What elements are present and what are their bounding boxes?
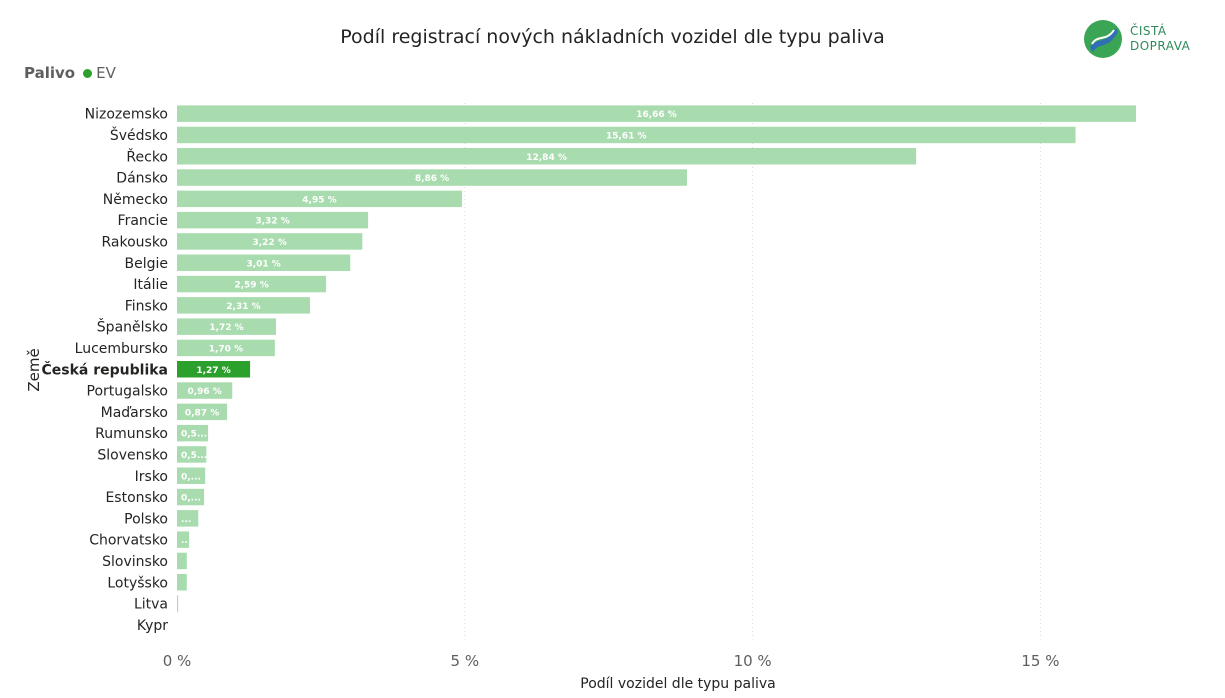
data-label: 1,70 % [209,344,243,354]
category-label: Slovensko [97,447,168,463]
category-label: Itálie [133,277,168,293]
bar[interactable] [177,169,688,186]
category-label: Slovinsko [102,554,168,570]
category-label: Česká republika [42,360,169,378]
data-label: 4,95 % [302,195,336,205]
data-label: 16,66 % [636,110,677,120]
category-label: Rumunsko [95,426,168,442]
bar[interactable] [177,446,207,463]
data-label: 3,22 % [252,238,286,248]
bar[interactable] [177,488,205,506]
category-label: Chorvatsko [89,533,168,549]
data-label: 0,... [181,472,201,482]
data-label: 0,... [181,494,201,504]
data-label: 2,31 % [226,302,260,312]
data-label: 15,61 % [606,131,647,141]
bar[interactable] [177,318,277,335]
bar[interactable] [177,339,275,357]
bar[interactable] [177,275,327,293]
data-label: 0,5... [181,451,207,461]
category-label: Španělsko [97,318,168,336]
logo-line-2: DOPRAVA [1130,39,1191,53]
data-label: 8,86 % [415,174,449,184]
bar[interactable] [177,126,1076,144]
data-label: 3,01 % [246,259,280,269]
bar[interactable] [177,297,310,314]
bar[interactable] [177,552,187,570]
data-label: ... [181,515,191,525]
category-label: Německo [103,192,168,208]
x-tick-label: 5 % [451,652,480,670]
data-label: 0,5... [181,430,207,440]
legend: Palivo EV [24,64,116,82]
category-label: Francie [118,213,168,229]
bar[interactable] [177,424,209,442]
data-label: 3,32 % [255,217,289,227]
data-label: 1,27 % [196,366,230,376]
category-label: Polsko [124,511,168,527]
bar[interactable] [177,148,917,165]
bar[interactable] [177,211,369,229]
bar[interactable] [177,403,228,421]
data-label: 0,87 % [185,408,219,418]
x-tick-label: 15 % [1021,652,1059,670]
bar[interactable] [177,531,190,548]
data-label: ... [181,536,191,546]
legend-title: Palivo [24,64,76,82]
logo-text: ČISTÁ DOPRAVA [1130,24,1190,54]
logo: ČISTÁ DOPRAVA [1082,18,1190,60]
category-label: Belgie [125,256,169,272]
bar[interactable] [177,105,1136,122]
bar[interactable] [177,467,206,485]
x-axis-title: Podíl vozidel dle typu paliva [580,676,776,692]
data-label: 0,96 % [187,387,221,397]
x-tick-label: 10 % [734,652,772,670]
category-label: Švédsko [110,126,168,144]
bar[interactable] [177,510,199,527]
logo-icon [1084,20,1122,58]
bar[interactable] [177,361,251,378]
category-label: Řecko [126,148,168,165]
legend-entry-ev[interactable]: EV [96,64,116,82]
bar[interactable] [177,233,363,250]
data-label: 12,84 % [526,153,567,163]
category-label: Dánsko [116,171,168,187]
category-label: Finsko [125,298,168,314]
bar[interactable] [177,574,187,591]
bar[interactable] [177,382,233,399]
y-axis-title: Země [25,348,43,391]
bar[interactable] [177,190,462,208]
data-label: 2,59 % [234,281,268,291]
logo-line-1: ČISTÁ [1130,24,1167,38]
category-label: Lotyšsko [107,575,168,591]
category-label: Maďarsko [101,405,168,421]
legend-marker-ev [83,68,93,78]
data-label: 1,72 % [209,323,243,333]
category-label: Rakousko [101,234,168,250]
x-tick-label: 0 % [163,652,192,670]
bar[interactable] [177,595,179,612]
category-label: Nizozemsko [85,107,168,123]
category-label: Estonsko [105,490,168,506]
category-label: Irsko [135,469,168,485]
category-label: Litva [134,597,168,613]
bar[interactable] [177,254,351,272]
chart-title: Podíl registrací nových nákladních vozid… [340,26,885,48]
category-label: Portugalsko [87,384,168,400]
category-label: Kypr [137,618,168,634]
category-label: Lucembursko [75,341,168,357]
